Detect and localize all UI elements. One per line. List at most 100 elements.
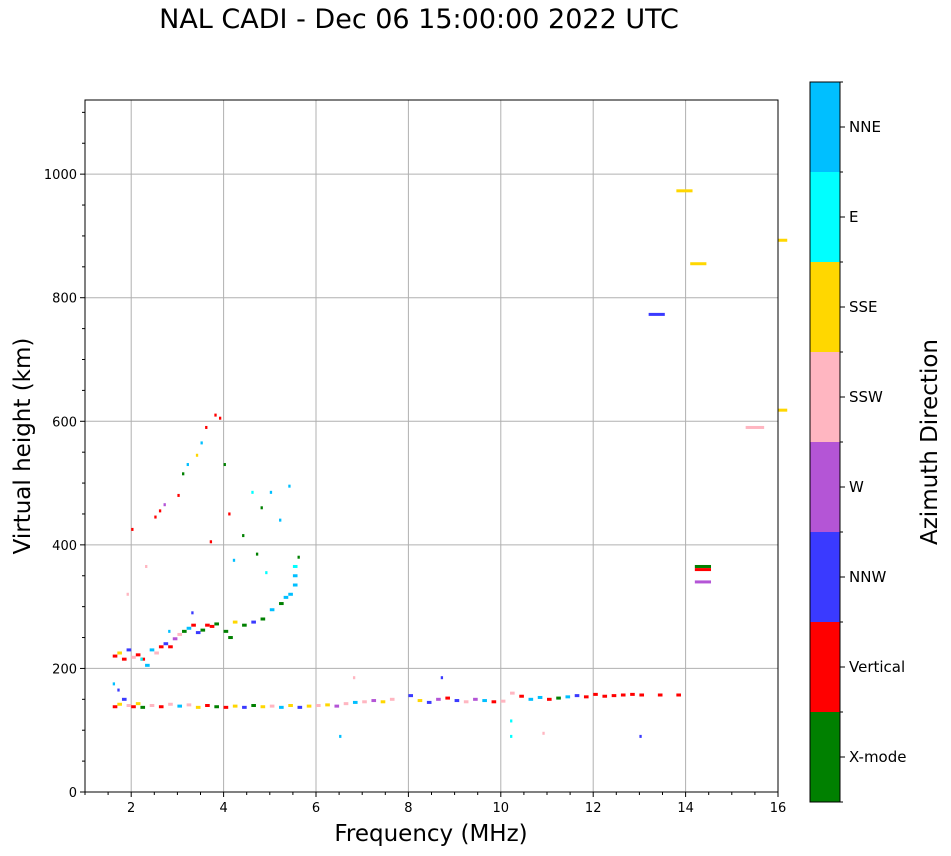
- echo-point: [620, 693, 626, 697]
- grid-lines: [85, 100, 779, 793]
- echo-point: [200, 441, 203, 445]
- echo-point: [778, 408, 788, 412]
- echo-point: [279, 705, 284, 709]
- echo-point: [537, 695, 543, 699]
- echo-point: [491, 700, 497, 704]
- echo-point: [195, 705, 201, 709]
- colorbar-label: Azimuth Direction: [917, 339, 943, 545]
- echo-point: [694, 580, 712, 584]
- echo-point: [371, 699, 377, 703]
- echo-point: [269, 490, 273, 494]
- echo-point: [158, 509, 162, 513]
- x-tick-label: 8: [404, 801, 412, 816]
- y-tick-label: 800: [52, 292, 77, 307]
- echo-point: [205, 623, 210, 627]
- echo-point: [223, 463, 226, 467]
- echo-point: [676, 693, 681, 697]
- echo-point: [565, 695, 571, 699]
- echo-point: [463, 700, 469, 704]
- echo-point: [126, 592, 129, 596]
- x-tick-label: 14: [677, 801, 694, 816]
- y-tick-label: 400: [52, 539, 77, 554]
- echo-point: [149, 648, 155, 652]
- colorbar: X-mode Vertical NNW W SSW SSE E NNE: [809, 81, 906, 803]
- echo-point: [209, 540, 213, 544]
- echo-point: [473, 697, 478, 701]
- echo-point: [639, 693, 645, 697]
- echo-point: [214, 413, 217, 417]
- echo-point: [140, 705, 146, 709]
- colorbar-tick-label: SSE: [849, 298, 878, 316]
- echo-point: [117, 651, 122, 655]
- echo-point: [158, 645, 164, 649]
- echo-point: [292, 574, 298, 578]
- echo-point: [223, 629, 229, 633]
- echo-point: [352, 700, 358, 704]
- echo-point: [339, 734, 342, 738]
- echo-point: [292, 564, 298, 568]
- echo-point: [325, 703, 330, 707]
- echo-point: [242, 534, 245, 538]
- echo-point: [602, 694, 608, 698]
- y-tick-label: 200: [52, 662, 77, 677]
- echo-point: [417, 699, 423, 703]
- y-tick-label: 600: [52, 415, 77, 430]
- echo-point: [306, 704, 312, 708]
- echo-point: [426, 700, 432, 704]
- echo-point: [131, 527, 134, 531]
- echo-point: [168, 645, 173, 649]
- x-tick-label: 16: [770, 801, 787, 816]
- x-tick-label: 12: [585, 801, 602, 816]
- echo-point: [251, 704, 256, 707]
- echo-point: [510, 691, 515, 695]
- echo-point: [172, 637, 178, 641]
- echo-point: [255, 552, 259, 556]
- echo-point: [542, 731, 545, 735]
- colorbar-tick-label: X-mode: [849, 748, 906, 766]
- echo-point: [242, 705, 247, 709]
- echo-point: [500, 699, 506, 703]
- echo-point: [112, 654, 118, 658]
- colorbar-segment: [810, 712, 840, 802]
- echo-point: [676, 189, 693, 193]
- echo-point: [140, 657, 143, 661]
- echo-point: [445, 696, 450, 700]
- colorbar-segment: [810, 622, 840, 712]
- colorbar-tick-label: Vertical: [849, 658, 905, 676]
- echo-point: [154, 651, 159, 655]
- data-marks: [112, 189, 788, 738]
- echo-point: [232, 704, 238, 708]
- echo-point: [209, 624, 215, 628]
- echo-point: [163, 642, 169, 646]
- echo-point: [297, 555, 300, 559]
- echo-point: [182, 629, 187, 633]
- echo-point: [639, 734, 642, 738]
- y-axis-label: Virtual height (km): [10, 338, 36, 555]
- echo-point: [126, 704, 132, 707]
- x-tick-label: 4: [219, 801, 227, 816]
- echo-point: [352, 676, 356, 680]
- echo-point: [195, 453, 199, 457]
- echo-point: [214, 705, 219, 709]
- plot-frame: [84, 99, 779, 793]
- echo-point: [205, 704, 210, 707]
- echo-point: [297, 705, 303, 709]
- echo-point: [218, 416, 222, 420]
- echo-point: [611, 694, 617, 698]
- echo-point: [182, 472, 185, 476]
- echo-point: [200, 628, 206, 632]
- echo-point: [279, 602, 284, 606]
- echo-point: [112, 705, 118, 709]
- x-tick-label: 10: [493, 801, 510, 816]
- echo-point: [214, 622, 219, 626]
- echo-point: [205, 425, 208, 429]
- echo-point: [145, 564, 148, 568]
- echo-point: [778, 238, 788, 242]
- x-tick-label: 2: [127, 801, 135, 816]
- colorbar-segment: [810, 172, 840, 262]
- echo-point: [195, 631, 201, 635]
- echo-point: [177, 704, 183, 708]
- echo-point: [440, 676, 444, 680]
- echo-point: [657, 693, 663, 697]
